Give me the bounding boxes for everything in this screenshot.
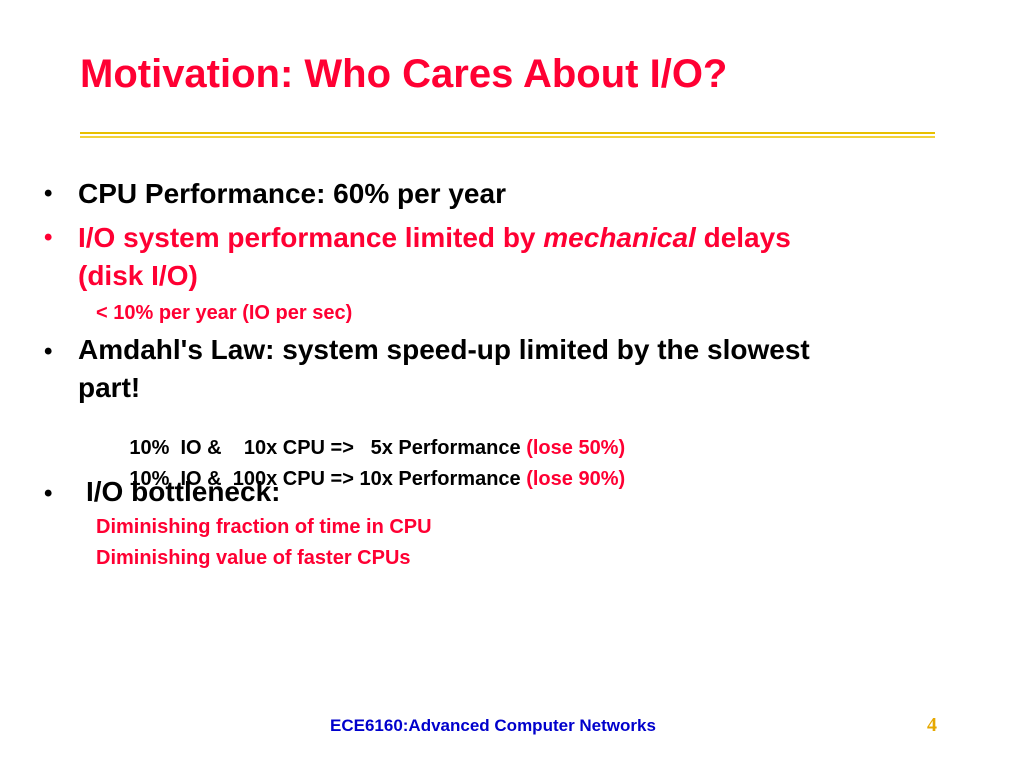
footer-course-title: ECE6160:Advanced Computer Networks xyxy=(330,716,656,735)
bottleneck-sub-1: Diminishing fraction of time in CPU xyxy=(96,516,432,538)
amdahl-example-2-highlight: (lose 90%) xyxy=(526,468,626,490)
bullet-marker: • xyxy=(44,480,53,507)
bullet-io-bottleneck: I/O bottleneck: xyxy=(86,476,281,507)
bullet-cpu-performance: CPU Performance: 60% per year xyxy=(78,178,506,209)
bullet-amdahl: Amdahl's Law: system speed-up limited by… xyxy=(78,334,810,365)
bullet-amdahl-continuation: part! xyxy=(78,372,141,403)
amdahl-example-1-main: 10% IO & 10x CPU => 5x Performance xyxy=(129,437,527,459)
amdahl-example-1: 10% IO & 10x CPU => 5x Performance (lose… xyxy=(96,414,625,483)
bullet-io-continuation: (disk I/O) xyxy=(78,260,198,291)
bullet-marker: • xyxy=(44,224,53,251)
amdahl-example-1-highlight: (lose 50%) xyxy=(526,437,626,459)
title-divider-lower xyxy=(80,136,935,138)
amdahl-example-2: 10% IO & 100x CPU => 10x Performance (lo… xyxy=(96,445,625,514)
bullet-marker: • xyxy=(44,338,53,365)
bullet-marker: • xyxy=(44,180,53,207)
bullet-io-sub: < 10% per year (IO per sec) xyxy=(96,302,353,324)
bottleneck-sub-2: Diminishing value of faster CPUs xyxy=(96,547,411,569)
bullet-io-text-before: I/O system performance limited by xyxy=(78,222,544,253)
bullet-io-emphasis: mechanical xyxy=(543,222,696,253)
slide-title: Motivation: Who Cares About I/O? xyxy=(80,52,728,96)
bullet-io-performance: I/O system performance limited by mechan… xyxy=(78,222,791,254)
amdahl-example-2-main: 10% IO & 100x CPU => 10x Performance xyxy=(129,468,527,490)
bullet-io-text-after: delays xyxy=(695,222,791,253)
title-divider xyxy=(80,132,935,134)
page-number: 4 xyxy=(927,714,937,736)
